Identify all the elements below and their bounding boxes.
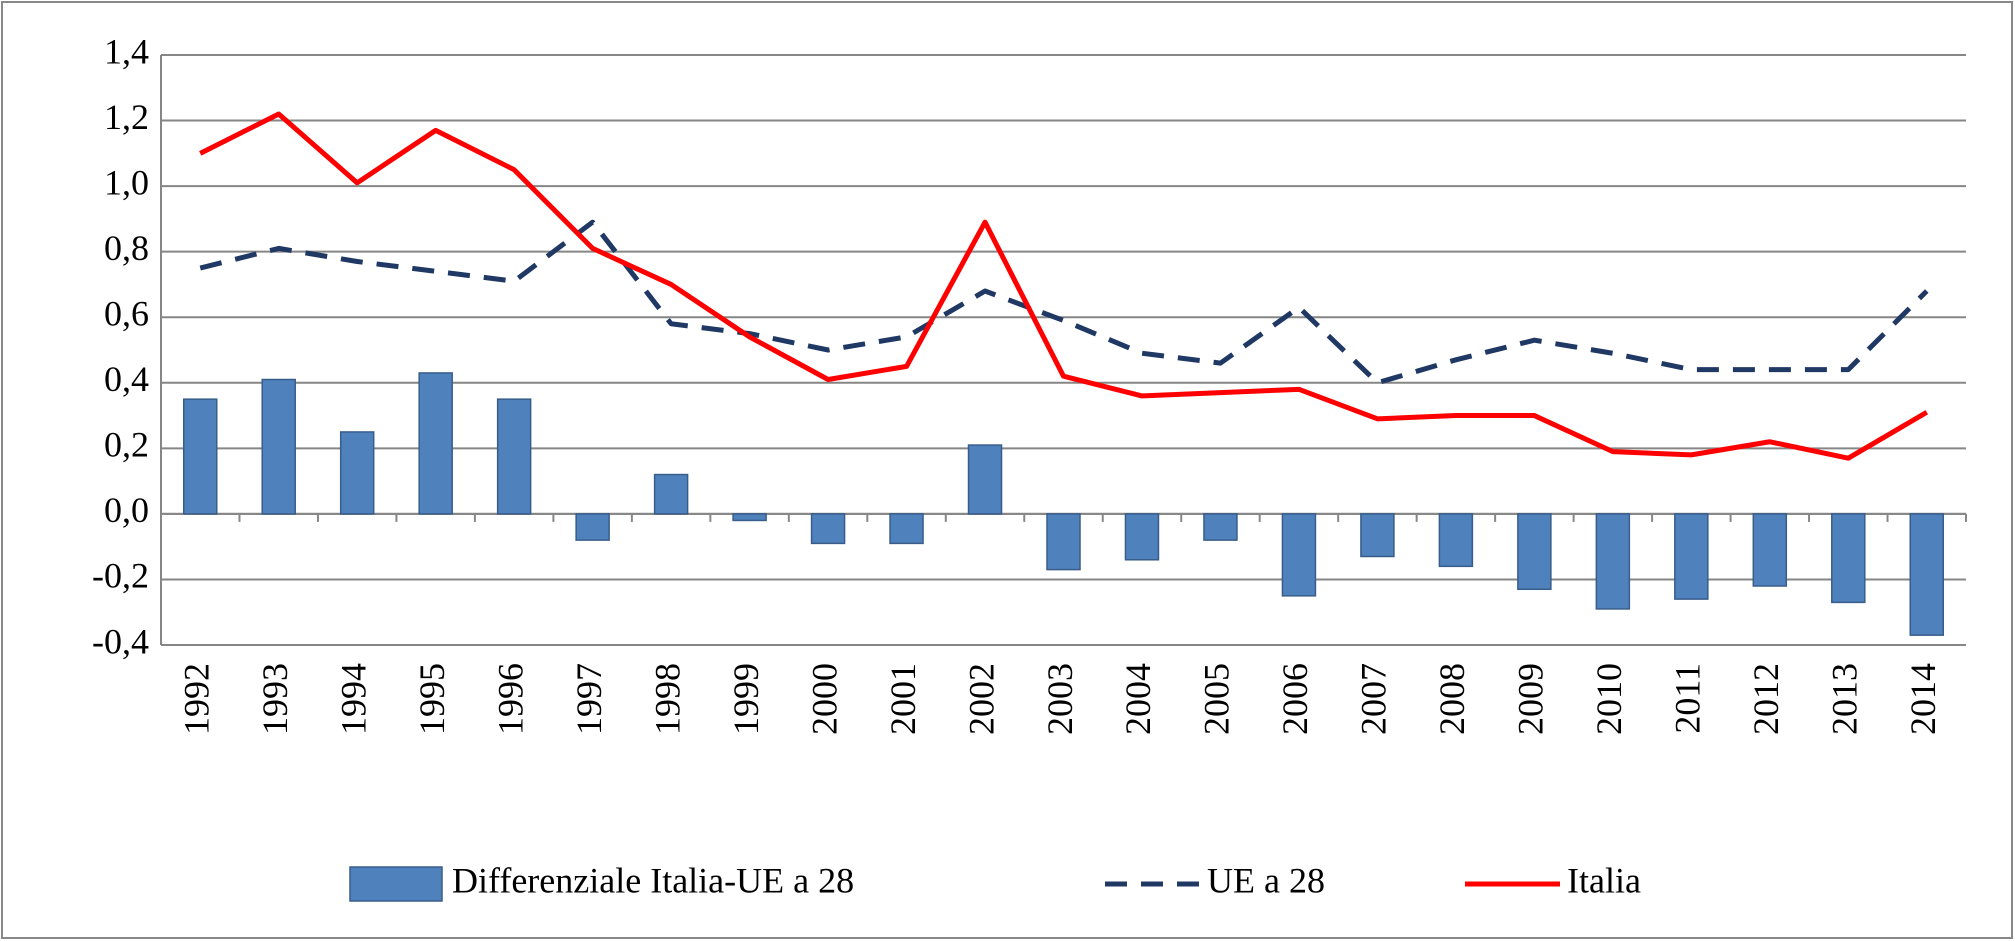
legend-label: Differenziale Italia-UE a 28 [452, 860, 854, 900]
y-tick-label: 0,0 [104, 490, 149, 530]
bar [1046, 513, 1081, 571]
bar [261, 378, 296, 515]
bar [889, 513, 924, 545]
y-tick-label: -0,2 [92, 556, 149, 596]
bar [1517, 513, 1552, 591]
bar [575, 513, 610, 541]
x-tick-label: 2000 [804, 663, 844, 735]
x-tick-label: 2007 [1354, 663, 1394, 735]
y-tick-label: 0,8 [104, 228, 149, 268]
x-tick-label: 2008 [1432, 663, 1472, 735]
x-tick-label: 2005 [1197, 663, 1237, 735]
bar [653, 473, 689, 515]
x-tick-label: 1994 [333, 663, 373, 735]
bar [1438, 513, 1474, 568]
bar [1909, 513, 1945, 636]
line [199, 219, 1929, 386]
x-tick-label: 1996 [490, 663, 530, 735]
bar [1831, 513, 1866, 604]
x-tick-label: 2001 [883, 663, 923, 735]
x-tick-label: 2002 [961, 663, 1001, 735]
bar [1674, 513, 1709, 600]
bar [1203, 513, 1238, 541]
legend-swatch [349, 866, 443, 902]
x-tick-label: 2010 [1589, 663, 1629, 735]
y-tick-label: -0,4 [92, 621, 149, 661]
y-tick-label: 1,0 [104, 162, 149, 202]
bar [732, 513, 767, 522]
y-tick-label: 0,4 [104, 359, 149, 399]
x-tick-label: 1995 [412, 663, 452, 735]
bar [496, 398, 532, 515]
x-tick-label: 2014 [1903, 663, 1943, 735]
bar [1360, 513, 1395, 558]
x-tick-label: 2006 [1275, 663, 1315, 735]
y-tick-label: 0,2 [104, 425, 149, 465]
y-tick-label: 0,6 [104, 293, 149, 333]
bar [967, 444, 1003, 515]
x-tick-label: 2003 [1040, 663, 1080, 735]
x-tick-label: 2011 [1668, 663, 1708, 734]
bar [418, 372, 453, 515]
bar [1595, 513, 1631, 610]
x-tick-label: 2012 [1746, 663, 1786, 735]
x-tick-label: 1992 [177, 663, 217, 735]
x-tick-label: 2004 [1118, 663, 1158, 735]
bar [1124, 513, 1160, 561]
line [199, 111, 1929, 461]
bar [1281, 513, 1317, 597]
x-tick-label: 1998 [647, 663, 687, 735]
legend-label: UE a 28 [1207, 860, 1325, 900]
x-tick-label: 1993 [255, 663, 295, 735]
bar [1752, 513, 1788, 587]
bar [182, 398, 218, 515]
legend-label: Italia [1567, 860, 1641, 900]
x-tick-label: 1999 [726, 663, 766, 735]
x-tick-label: 2013 [1825, 663, 1865, 735]
bar [339, 431, 375, 515]
x-tick-label: 2009 [1511, 663, 1551, 735]
y-tick-label: 1,2 [104, 97, 149, 137]
x-tick-label: 1997 [569, 663, 609, 735]
y-tick-label: 1,4 [104, 31, 149, 71]
bar [810, 513, 846, 545]
